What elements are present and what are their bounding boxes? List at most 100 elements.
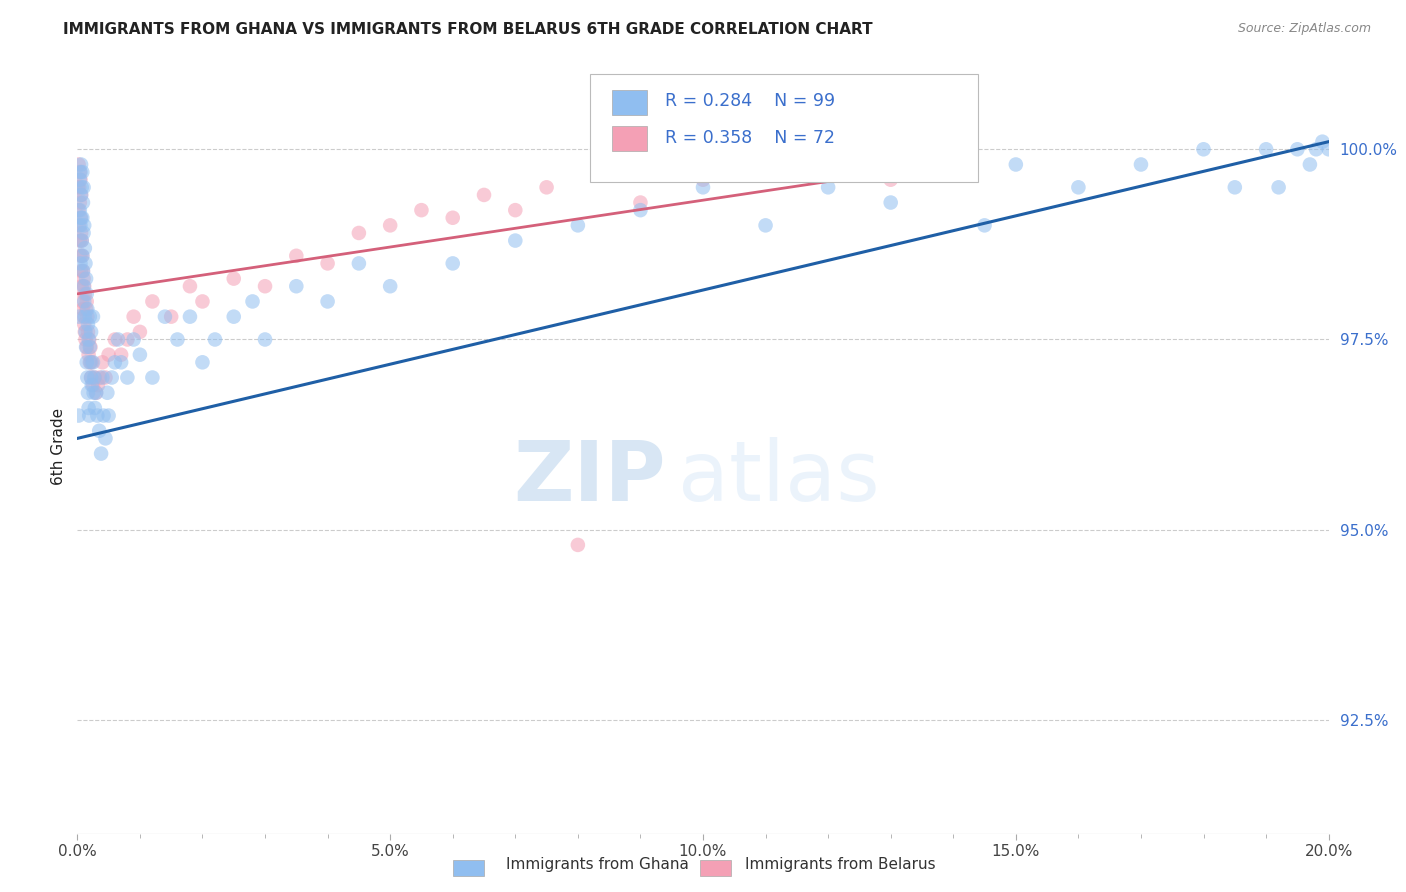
Point (1299, 157, 1322, 171)
Point (72, 294, 94, 309)
Point (72, 226, 94, 240)
Point (73, 294, 96, 309)
Point (72, 249, 94, 263)
Point (1223, 180, 1246, 194)
Point (153, 310, 176, 324)
Point (503, 203, 526, 218)
Point (72, 310, 94, 324)
Point (70, 188, 93, 202)
Point (1254, 142, 1277, 156)
Point (96, 385, 118, 400)
Point (93, 409, 115, 423)
Point (75, 340, 97, 354)
Point (89, 424, 111, 438)
Point (83, 401, 105, 415)
Point (242, 294, 264, 309)
Point (76, 370, 98, 384)
Point (567, 538, 589, 552)
Point (1267, 180, 1289, 194)
Point (72, 211, 94, 225)
Point (692, 180, 714, 194)
Point (67, 409, 90, 423)
Point (1004, 157, 1026, 171)
Point (69, 172, 91, 186)
Point (75, 333, 97, 347)
Point (73, 286, 96, 301)
Point (77, 325, 100, 339)
Point (107, 333, 129, 347)
Point (84, 385, 107, 400)
Point (72, 271, 94, 285)
Point (630, 203, 652, 218)
Point (179, 310, 201, 324)
Point (166, 333, 188, 347)
Point (87, 378, 110, 392)
Point (179, 279, 201, 293)
Point (67, 310, 90, 324)
FancyBboxPatch shape (612, 127, 647, 151)
Point (80, 370, 103, 384)
Text: Immigrants from Belarus: Immigrants from Belarus (745, 857, 936, 872)
Point (1305, 142, 1327, 156)
Point (754, 219, 776, 233)
Point (70, 188, 93, 202)
Point (79, 340, 101, 354)
Point (191, 294, 214, 309)
Point (75, 325, 97, 339)
Point (70, 211, 93, 225)
Point (347, 256, 370, 270)
Point (222, 310, 245, 324)
Point (110, 348, 132, 362)
Point (67, 157, 90, 171)
Point (69, 172, 91, 186)
Point (1129, 157, 1152, 171)
Point (72, 301, 94, 316)
Point (122, 333, 145, 347)
Y-axis label: 6th Grade: 6th Grade (51, 408, 66, 484)
Point (77, 409, 100, 423)
Point (80, 355, 103, 369)
Point (72, 264, 94, 278)
Point (90, 447, 112, 461)
Point (100, 370, 122, 384)
Point (817, 180, 839, 194)
Point (117, 370, 139, 384)
Point (754, 165, 776, 179)
Point (66, 180, 89, 194)
Point (76, 340, 98, 354)
Point (94, 431, 117, 445)
Point (76, 310, 98, 324)
Point (69, 219, 91, 233)
Point (316, 256, 339, 270)
Point (83, 370, 105, 384)
Point (160, 310, 183, 324)
Point (536, 180, 558, 194)
Point (441, 211, 464, 225)
Point (72, 195, 94, 210)
Point (1067, 180, 1090, 194)
Point (72, 249, 94, 263)
Point (630, 195, 652, 210)
Point (97, 409, 120, 423)
Text: R = 0.284    N = 99: R = 0.284 N = 99 (665, 92, 835, 110)
Point (79, 310, 101, 324)
Point (77, 401, 100, 415)
Point (973, 219, 995, 233)
Point (70, 279, 93, 293)
Point (86, 409, 108, 423)
Point (67, 219, 90, 233)
Point (191, 355, 214, 369)
Point (1312, 135, 1334, 149)
Point (69, 211, 91, 225)
Point (73, 219, 96, 233)
Point (204, 333, 226, 347)
Point (70, 226, 93, 240)
Point (79, 355, 101, 369)
Point (285, 249, 308, 263)
Point (73, 279, 96, 293)
Point (70, 157, 93, 171)
Point (77, 333, 100, 347)
Point (129, 325, 152, 339)
Point (77, 318, 100, 332)
Point (84, 385, 107, 400)
